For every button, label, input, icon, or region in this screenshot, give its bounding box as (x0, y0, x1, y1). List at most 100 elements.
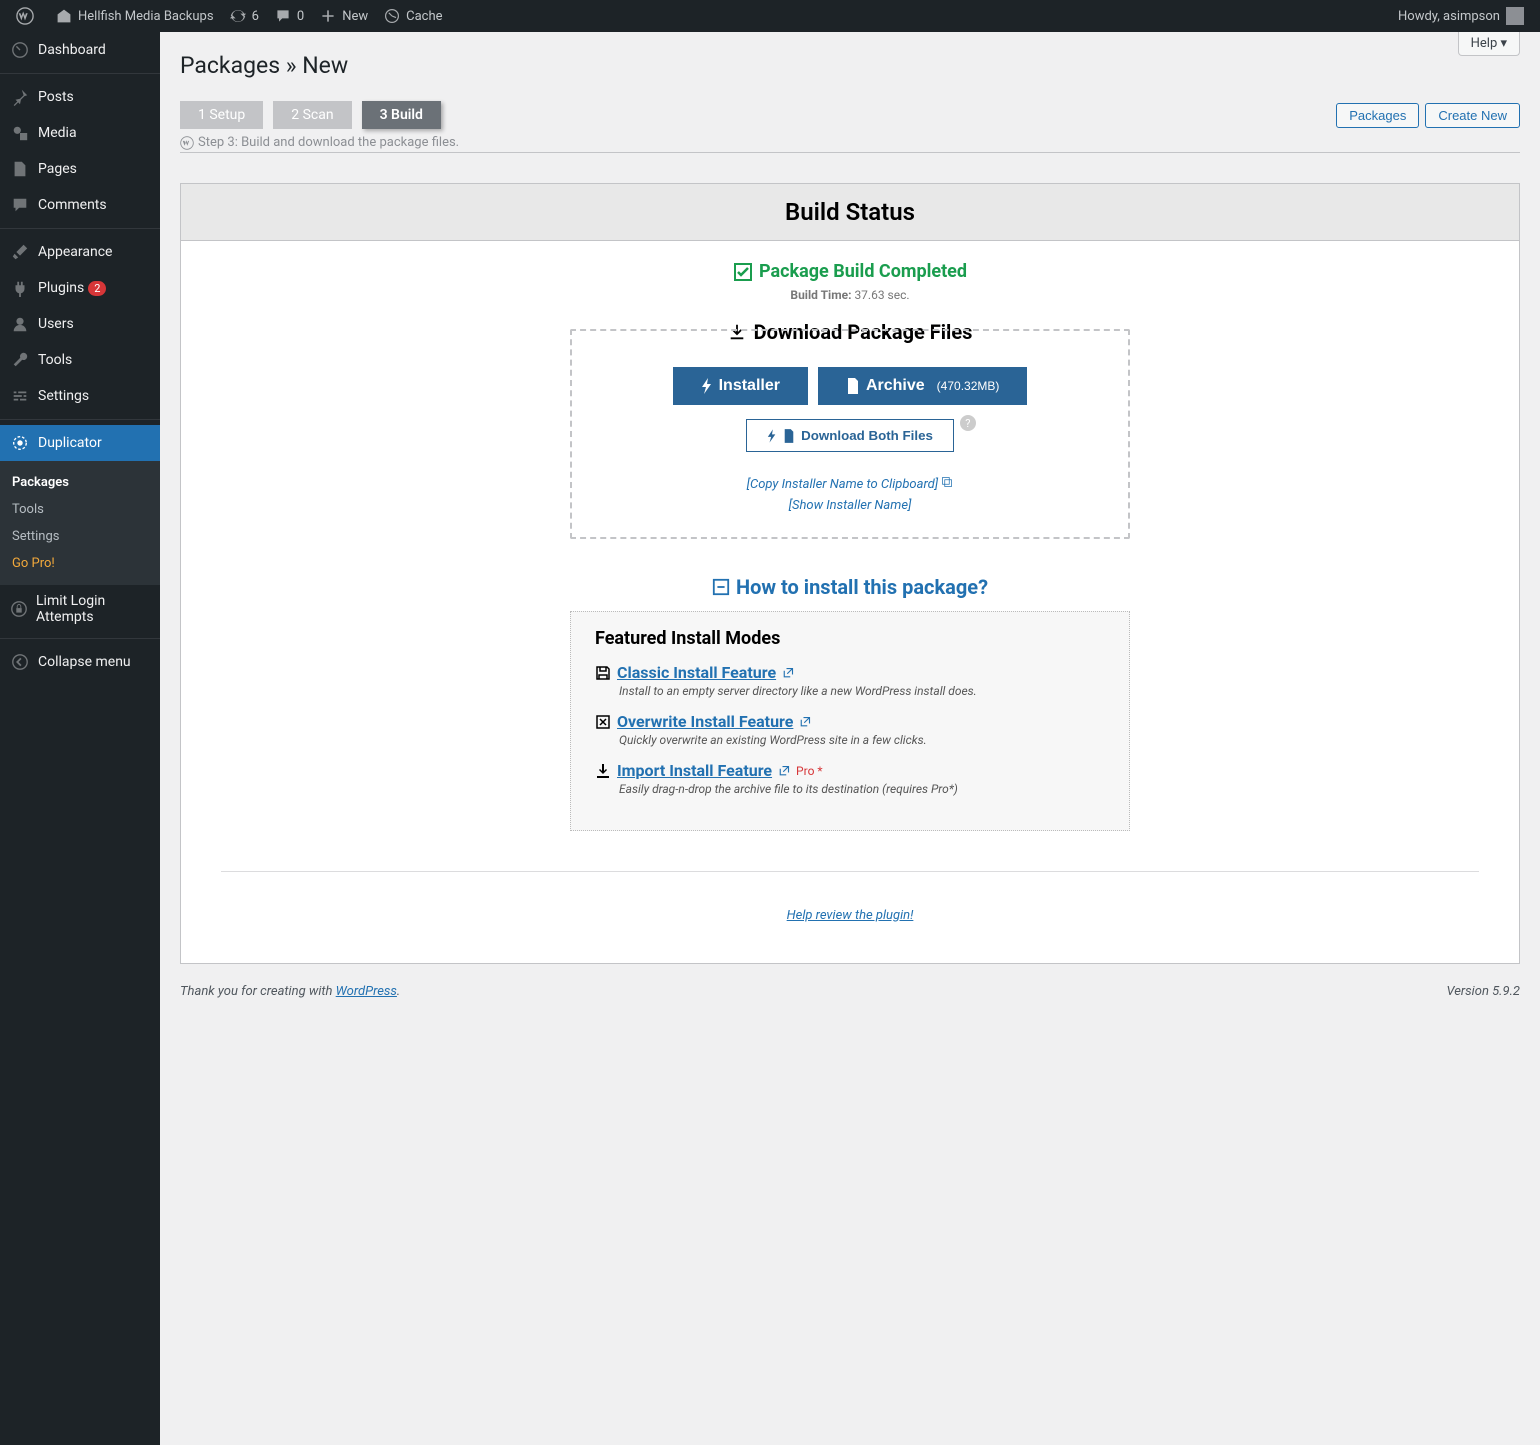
featured-heading: Featured Install Modes (595, 628, 1105, 649)
menu-appearance[interactable]: Appearance (0, 234, 160, 270)
duplicator-icon (10, 433, 30, 453)
menu-label: Limit Login Attempts (36, 593, 152, 625)
sub-tools[interactable]: Tools (0, 496, 160, 523)
avatar (1506, 7, 1524, 25)
site-name[interactable]: Hellfish Media Backups (48, 0, 222, 32)
content-area: Help ▾ Packages » New 1 Setup 2 Scan 3 B… (160, 32, 1540, 1445)
howdy-text: Howdy, asimpson (1398, 9, 1500, 24)
overwrite-desc: Quickly overwrite an existing WordPress … (619, 733, 1105, 747)
wrench-icon (10, 350, 30, 370)
overwrite-link[interactable]: Overwrite Install Feature (617, 712, 793, 731)
status-completed: Package Build Completed (733, 261, 967, 282)
comment-icon (10, 195, 30, 215)
pin-icon (10, 87, 30, 107)
brush-icon (10, 242, 30, 262)
download-both-button[interactable]: Download Both Files (746, 419, 954, 452)
menu-settings[interactable]: Settings (0, 378, 160, 414)
installer-button[interactable]: Installer (673, 367, 808, 405)
file-icon (846, 378, 860, 394)
show-installer-link[interactable]: [Show Installer Name] (612, 498, 1088, 513)
review-link[interactable]: Help review the plugin! (787, 908, 914, 923)
menu-dashboard[interactable]: Dashboard (0, 32, 160, 68)
copy-icon (941, 476, 953, 488)
build-time: Build Time: 37.63 sec. (211, 288, 1489, 302)
menu-tools[interactable]: Tools (0, 342, 160, 378)
footer: Thank you for creating with WordPress. V… (180, 964, 1520, 999)
import-link[interactable]: Import Install Feature (617, 761, 772, 780)
menu-label: Appearance (38, 244, 112, 260)
sub-settings[interactable]: Settings (0, 523, 160, 550)
check-icon (733, 262, 753, 282)
collapse-menu[interactable]: Collapse menu (0, 644, 160, 680)
step-desc-text: Step 3: Build and download the package f… (198, 135, 459, 150)
menu-media[interactable]: Media (0, 115, 160, 151)
bolt-icon (767, 429, 777, 443)
build-time-value: 37.63 sec. (854, 288, 909, 302)
version-text: Version 5.9.2 (1446, 984, 1520, 999)
menu-limit-login[interactable]: Limit Login Attempts (0, 585, 160, 633)
updates[interactable]: 6 (222, 0, 267, 32)
lock-icon (10, 599, 28, 619)
feature-overwrite: Overwrite Install Feature Quickly overwr… (595, 712, 1105, 747)
wp-logo[interactable] (8, 0, 48, 32)
menu-pages[interactable]: Pages (0, 151, 160, 187)
feature-classic: Classic Install Feature Install to an em… (595, 663, 1105, 698)
wp-icon (180, 136, 194, 150)
menu-plugins[interactable]: Plugins2 (0, 270, 160, 306)
download-box: Installer Archive (470.32MB) Download B (570, 329, 1130, 539)
site-title: Hellfish Media Backups (78, 9, 214, 24)
archive-label: Archive (866, 377, 925, 395)
menu-duplicator[interactable]: Duplicator (0, 425, 160, 461)
panel-header: Build Status (181, 184, 1519, 241)
copy-installer-text: [Copy Installer Name to Clipboard] (747, 477, 938, 492)
cache[interactable]: Cache (376, 0, 450, 32)
menu-label: Collapse menu (38, 654, 131, 670)
create-new-button[interactable]: Create New (1425, 103, 1520, 128)
classic-link[interactable]: Classic Install Feature (617, 663, 776, 682)
menu-label: Settings (38, 388, 89, 404)
howto-toggle[interactable]: How to install this package? (712, 575, 988, 599)
menu-label: Users (38, 316, 74, 332)
account[interactable]: Howdy, asimpson (1390, 0, 1532, 32)
step-description: Step 3: Build and download the package f… (180, 135, 1520, 150)
dashboard-icon (10, 40, 30, 60)
menu-label: Dashboard (38, 42, 106, 58)
media-icon (10, 123, 30, 143)
help-icon[interactable]: ? (960, 415, 976, 431)
menu-posts[interactable]: Posts (0, 79, 160, 115)
step-2: 2 Scan (273, 101, 351, 129)
classic-desc: Install to an empty server directory lik… (619, 684, 1105, 698)
sub-gopro[interactable]: Go Pro! (0, 550, 160, 577)
menu-label: Tools (38, 352, 72, 368)
build-panel: Build Status Package Build Completed Bui… (180, 183, 1520, 964)
sliders-icon (10, 386, 30, 406)
plugins-badge: 2 (88, 281, 106, 296)
wordpress-link[interactable]: WordPress (336, 984, 397, 999)
archive-size: (470.32MB) (937, 379, 1000, 393)
page-icon (10, 159, 30, 179)
save-icon (595, 665, 611, 681)
step-1: 1 Setup (180, 101, 263, 129)
cache-label: Cache (406, 9, 442, 24)
comments[interactable]: 0 (267, 0, 312, 32)
external-icon (782, 667, 794, 679)
archive-button[interactable]: Archive (470.32MB) (818, 367, 1027, 405)
download-both-label: Download Both Files (801, 428, 933, 443)
step-3: 3 Build (362, 101, 441, 129)
menu-label: Posts (38, 89, 74, 105)
new-content[interactable]: New (312, 0, 376, 32)
menu-label: Comments (38, 197, 107, 213)
menu-label: Duplicator (38, 435, 102, 451)
help-tab[interactable]: Help ▾ (1458, 32, 1520, 56)
steps-row: 1 Setup 2 Scan 3 Build Packages Create N… (180, 101, 1520, 129)
x-box-icon (595, 714, 611, 730)
menu-comments[interactable]: Comments (0, 187, 160, 223)
external-icon (778, 765, 790, 777)
pro-badge: Pro * (796, 764, 823, 778)
download-icon (595, 763, 611, 779)
sub-packages[interactable]: Packages (0, 469, 160, 496)
menu-users[interactable]: Users (0, 306, 160, 342)
updates-count: 6 (252, 9, 259, 24)
copy-installer-link[interactable]: [Copy Installer Name to Clipboard] (612, 476, 1088, 492)
packages-button[interactable]: Packages (1336, 103, 1419, 128)
